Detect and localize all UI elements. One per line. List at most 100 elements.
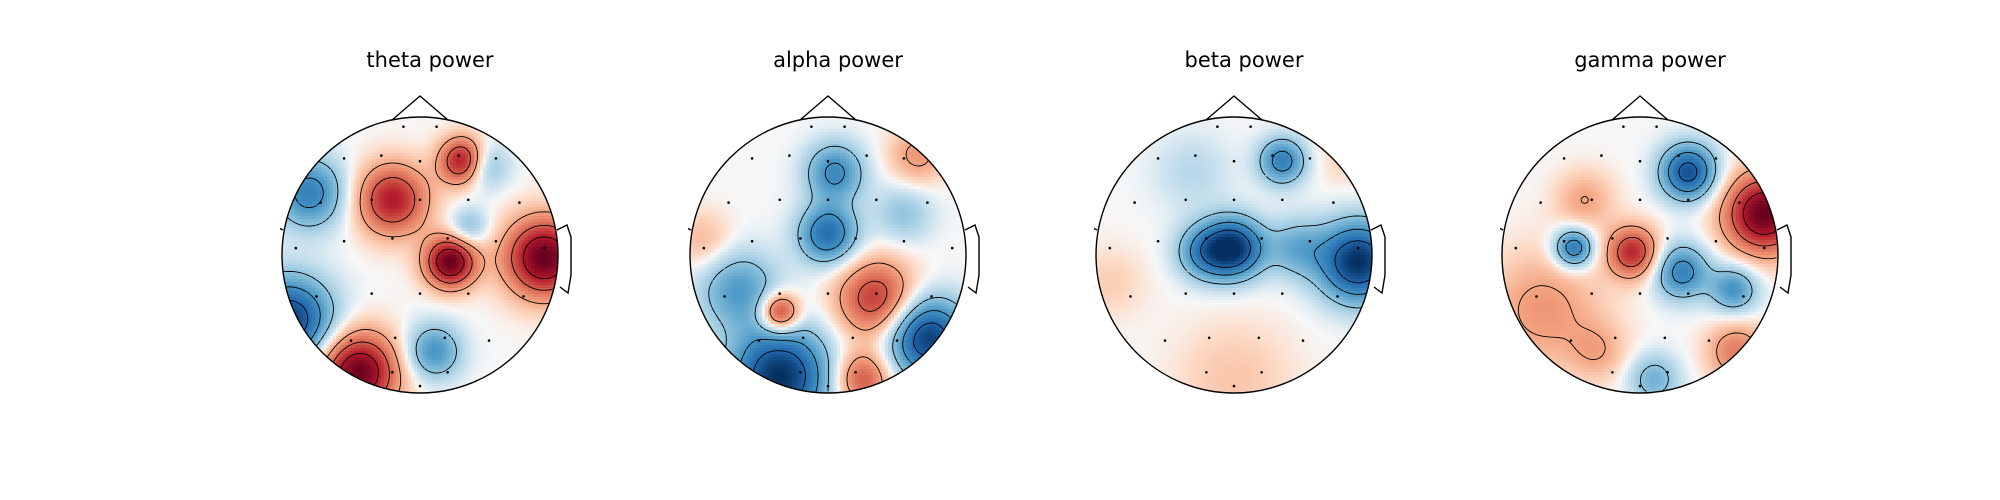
sensor-dot — [418, 292, 422, 295]
sensor-dot — [1638, 292, 1642, 295]
topomap-gamma — [1500, 95, 1792, 394]
sensor-dot — [1600, 154, 1603, 157]
sensor-dot — [542, 246, 546, 250]
sensor-dot — [494, 239, 498, 243]
sensor-dot — [370, 198, 373, 202]
sensor-dot — [1249, 125, 1252, 128]
sensor-dot — [778, 292, 781, 295]
sensor-dot — [457, 154, 460, 157]
sensor-dot — [1569, 339, 1573, 342]
sensor-dot — [702, 246, 706, 250]
sensor-dot — [467, 198, 470, 202]
topomap-alpha — [688, 95, 980, 394]
sensor-dot — [418, 198, 422, 202]
sensor-dot — [1232, 384, 1236, 388]
sensor-dot — [1638, 159, 1642, 163]
sensor-dot — [1216, 125, 1219, 128]
sensor-dot — [727, 201, 730, 204]
contour-line — [1190, 150, 1371, 295]
sensor-dot — [1108, 246, 1112, 250]
sensor-dot — [1707, 339, 1711, 342]
sensor-dot — [1308, 239, 1312, 243]
panel-title: gamma power — [1500, 48, 1800, 72]
sensor-dot — [391, 371, 394, 374]
sensor-dot — [1232, 292, 1236, 295]
right-ear — [556, 224, 572, 295]
sensor-dot — [875, 292, 878, 295]
sensor-markers — [294, 125, 546, 388]
sensor-dot — [319, 201, 322, 204]
topomap-panel-theta: theta power — [280, 0, 580, 500]
sensor-dot — [443, 336, 447, 340]
sensor-dot — [1260, 371, 1263, 374]
sensor-dot — [1281, 292, 1284, 295]
sensor-dot — [1762, 246, 1766, 250]
head-circle — [281, 116, 559, 394]
sensor-dot — [854, 237, 857, 240]
contour-line — [1517, 169, 1777, 367]
sensor-dot — [518, 201, 521, 204]
topomap-theta — [280, 95, 572, 394]
sensor-markers — [702, 125, 954, 388]
topomap-panel-alpha: alpha power — [688, 0, 988, 500]
sensor-dot — [1301, 339, 1305, 342]
sensor-dot — [1133, 201, 1136, 204]
sensor-dot — [1622, 125, 1625, 128]
sensor-dot — [1714, 157, 1718, 160]
sensor-dot — [1281, 198, 1284, 202]
sensor-markers — [1514, 125, 1766, 388]
sensor-markers — [1108, 125, 1360, 388]
contour-line — [708, 145, 959, 392]
sensor-dot — [467, 292, 470, 295]
sensor-dot — [723, 295, 726, 298]
contour-line — [769, 145, 929, 392]
sensor-dot — [349, 339, 353, 342]
head-circle — [1095, 116, 1373, 394]
sensor-dot — [1194, 154, 1197, 157]
sensor-dot — [1232, 159, 1236, 163]
contour-line — [1556, 141, 1753, 392]
right-ear — [1776, 224, 1792, 295]
sensor-dot — [1205, 237, 1208, 240]
sensor-dot — [1638, 198, 1642, 202]
contour-line — [289, 300, 309, 331]
topomap-field — [690, 117, 966, 393]
contour-lines — [1178, 138, 1371, 309]
sensor-dot — [895, 339, 899, 342]
contour-line — [333, 146, 557, 389]
sensor-dot — [1611, 371, 1614, 374]
sensor-dot — [750, 239, 754, 243]
sensor-dot — [402, 125, 405, 128]
right-ear — [1370, 224, 1386, 295]
sensor-dot — [757, 339, 761, 342]
sensor-dot — [1356, 246, 1360, 250]
sensor-dot — [1156, 239, 1160, 243]
sensor-dot — [843, 125, 846, 128]
contour-line — [1742, 192, 1777, 235]
contour-lines — [1517, 141, 1777, 392]
contour-line — [325, 136, 554, 392]
head-circle — [689, 116, 967, 394]
sensor-dot — [446, 237, 449, 240]
sensor-dot — [826, 198, 830, 202]
nose — [799, 95, 857, 121]
sensor-dot — [1677, 154, 1680, 157]
sensor-dot — [1260, 237, 1263, 240]
nose — [391, 95, 449, 121]
sensor-dot — [1257, 336, 1261, 340]
head-outline — [688, 95, 980, 394]
sensor-dot — [418, 159, 422, 163]
sensor-dot — [950, 246, 954, 250]
sensor-dot — [1714, 239, 1718, 243]
sensor-dot — [1539, 201, 1542, 204]
sensor-dot — [1666, 237, 1669, 240]
sensor-dot — [370, 292, 373, 295]
sensor-dot — [826, 292, 830, 295]
sensor-dot — [902, 239, 906, 243]
sensor-dot — [446, 371, 449, 374]
sensor-dot — [435, 125, 438, 128]
topomap-panel-beta: beta power — [1094, 0, 1394, 500]
sensor-dot — [1271, 154, 1274, 157]
sensor-dot — [380, 154, 383, 157]
